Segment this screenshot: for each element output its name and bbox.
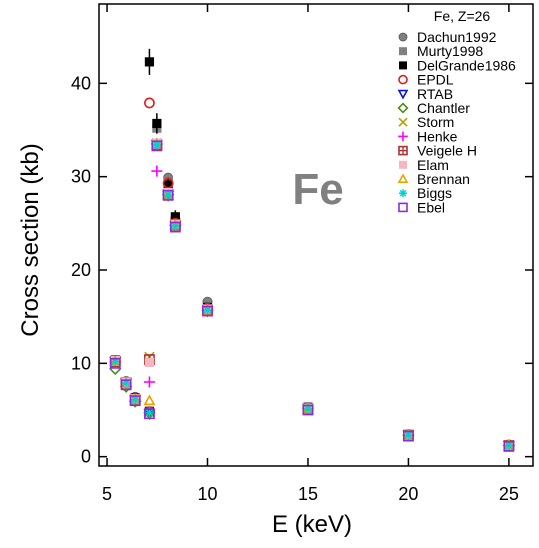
legend-label-epdl: EPDL	[417, 72, 454, 88]
x-tick-label: 25	[499, 484, 519, 504]
legend-marker-henke	[398, 131, 408, 142]
x-tick-label: 5	[102, 484, 112, 504]
data-point-ebel	[151, 140, 163, 152]
data-point-biggs	[144, 408, 155, 418]
data-point-biggs	[303, 404, 313, 414]
legend-marker-epdl	[398, 74, 408, 85]
legend-marker-rtab	[397, 89, 409, 100]
data-point-henke	[151, 165, 163, 177]
legend-label-elam: Elam	[417, 157, 449, 173]
y-tick-label: 20	[71, 260, 91, 280]
legend-label-ebel: Ebel	[417, 199, 445, 215]
x-tick-label: 10	[197, 484, 217, 504]
data-point-elam	[144, 357, 155, 367]
legend-marker-ebel	[398, 202, 408, 213]
data-point-ebel	[169, 221, 181, 233]
data-point-biggs	[163, 190, 173, 200]
data-point-delgrande1986	[163, 180, 173, 190]
y-tick-label: 0	[81, 447, 91, 467]
plot-frame	[98, 3, 534, 467]
data-point-ebel	[162, 189, 174, 201]
legend-marker-delgrande1986	[399, 61, 407, 70]
data-point-epdl	[162, 177, 174, 189]
data-point-ebel	[503, 440, 515, 452]
data-point-ebel	[129, 395, 141, 407]
data-point-henke	[143, 376, 155, 388]
data-point-delgrande1986	[144, 57, 155, 67]
data-point-ebel	[120, 379, 132, 391]
data-point-ebel	[302, 404, 314, 416]
y-tick-label: 40	[71, 73, 91, 93]
legend: Fe, Z=26 Dachun1992Murty1998DelGrande1986…	[397, 8, 516, 215]
data-point-ebel	[403, 430, 414, 442]
legend-label-murty1998: Murty1998	[417, 43, 483, 59]
data-point-ebel	[202, 305, 213, 317]
data-point-delgrande1986	[170, 212, 180, 222]
legend-marker-dachun1992	[398, 32, 408, 42]
legend-marker-veigele-h	[398, 145, 408, 156]
x-tick-label: 20	[398, 484, 418, 504]
legend-label-veigele-h: Veigele H	[417, 143, 477, 159]
legend-label-dachun1992: Dachun1992	[417, 29, 497, 45]
legend-label-biggs: Biggs	[417, 185, 452, 201]
legend-label-henke: Henke	[417, 128, 458, 144]
legend-label-brennan: Brennan	[417, 171, 470, 187]
data-point-ebel	[144, 408, 155, 420]
legend-marker-murty1998	[399, 47, 407, 56]
legend-marker-elam	[399, 160, 407, 169]
legend-marker-brennan	[397, 173, 409, 183]
x-tick-label: 15	[298, 484, 318, 504]
y-tick-label: 10	[71, 353, 91, 373]
y-axis-title: Cross section (kb)	[17, 143, 44, 336]
data-point-delgrande1986	[152, 118, 162, 129]
legend-label-delgrande1986: DelGrande1986	[417, 57, 516, 73]
x-axis-title: E (keV)	[272, 511, 352, 538]
element-label: Fe	[292, 165, 343, 214]
legend-label-storm: Storm	[417, 114, 454, 130]
data-point-ebel	[109, 357, 121, 369]
data-point-brennan	[143, 394, 156, 406]
legend-marker-biggs	[399, 189, 407, 198]
legend-marker-storm	[398, 117, 408, 127]
data-point-epdl	[144, 97, 155, 109]
legend-title: Fe, Z=26	[434, 8, 491, 24]
legend-label-chantler: Chantler	[417, 100, 470, 116]
y-tick-label: 30	[71, 167, 91, 187]
legend-marker-chantler	[397, 102, 409, 114]
data-point-biggs	[202, 305, 213, 315]
legend-label-rtab: RTAB	[417, 86, 453, 102]
